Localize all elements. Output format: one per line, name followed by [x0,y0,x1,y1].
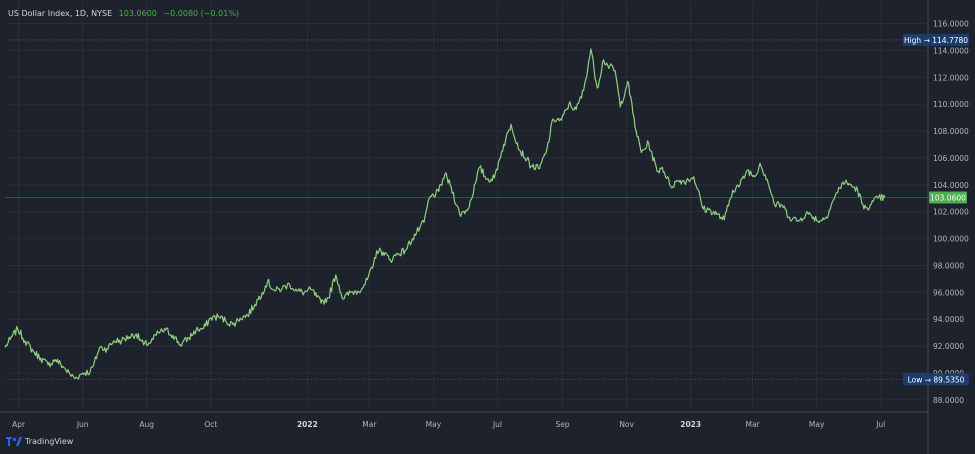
high-label: High → 114.7780 [903,33,969,46]
price-markers: High → 114.7780 Low → 89.5350 103.0600 [5,33,969,386]
last-price-value: 103.0600 [118,9,157,18]
x-tick-label: Jul [492,420,502,429]
x-tick-label: May [426,420,442,429]
y-tick-label: 112.0000 [933,73,969,82]
y-tick-label: 98.0000 [933,261,964,270]
y-tick-label: 94.0000 [933,315,964,324]
watermark-text: TradingView [25,437,74,446]
high-label-bg [903,33,969,46]
x-tick-label: Sep [556,420,570,429]
x-tick-label: 2022 [297,420,318,429]
y-tick-label: 100.0000 [933,235,969,244]
high-label-text: High → 114.7780 [904,36,968,45]
x-tick-label: Mar [746,420,761,429]
x-tick-label: Nov [619,420,634,429]
last-price-label-bg [929,191,967,204]
price-change: −0.0080 (−0.01%) [163,9,240,18]
y-tick-label: 110.0000 [933,100,969,109]
grid-lines [0,0,929,454]
y-tick-label: 108.0000 [933,127,969,136]
x-tick-label: 2023 [680,420,701,429]
tradingview-logo-icon [6,437,22,446]
x-tick-label: Apr [12,420,26,429]
x-axis[interactable]: Apr Jun Aug Oct 2022 Mar May Jul Sep Nov 2023 Mar Ma… [12,420,885,429]
y-tick-label: 88.0000 [933,396,964,405]
y-tick-label: 106.0000 [933,154,969,163]
y-tick-label: 92.0000 [933,342,964,351]
symbol-title[interactable]: US Dollar Index, 1D, NYSE [8,9,113,18]
last-price-label: 103.0600 [930,193,966,202]
low-label: Low → 89.5350 [903,373,969,386]
y-axis[interactable]: 88.000090.000092.000094.000096.000098.00… [933,20,969,405]
y-tick-label: 116.0000 [933,20,969,29]
y-tick-label: 104.0000 [933,181,969,190]
x-tick-label: Jul [875,420,885,429]
x-tick-label: Jun [76,420,89,429]
y-tick-label: 114.0000 [933,46,969,55]
tradingview-watermark[interactable]: TradingView [6,437,73,446]
x-tick-label: Mar [362,420,377,429]
x-tick-label: Oct [204,420,217,429]
x-tick-label: May [809,420,825,429]
low-label-text: Low → 89.5350 [908,375,965,384]
low-label-bg [903,373,969,386]
symbol-header: US Dollar Index, 1D, NYSE 103.0600 −0.00… [8,9,239,18]
series-line-layer [4,48,886,380]
y-tick-label: 96.0000 [933,288,964,297]
y-tick-label: 102.0000 [933,208,969,217]
dxy-price-line [4,48,886,380]
x-tick-label: Aug [139,420,154,429]
